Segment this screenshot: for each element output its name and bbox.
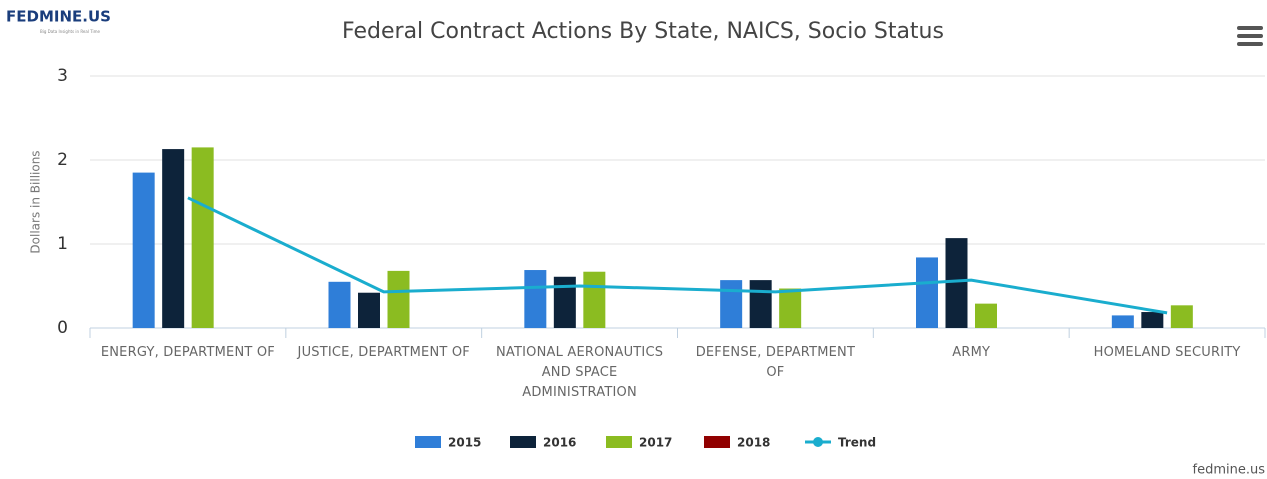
x-tick-label: HOMELAND SECURITY: [1093, 345, 1241, 360]
bar: [162, 149, 185, 328]
bar: [779, 288, 802, 328]
x-tick-label: DEFENSE, DEPARTMENT OF: [695, 345, 856, 380]
x-tick-label: NATIONAL AERONAUTICS AND SPACE ADMINISTR…: [495, 345, 664, 400]
y-tick-label: 2: [57, 150, 68, 170]
legend-swatch: [704, 436, 730, 448]
y-axis-title: Dollars in Billions: [29, 150, 43, 253]
legend-swatch: [510, 436, 536, 448]
bar: [945, 238, 968, 328]
bar: [553, 276, 576, 328]
logo-tagline: Big Data Insights in Real Time: [40, 29, 101, 34]
trend-line: [187, 196, 1168, 315]
bar: [583, 271, 606, 328]
y-tick-label: 1: [57, 234, 68, 254]
logo: FEDMINE.US: [6, 8, 111, 26]
credit: fedmine.us: [1193, 463, 1266, 478]
y-tick-label: 0: [57, 318, 68, 338]
legend-label: 2018: [737, 436, 770, 450]
legend-swatch: [606, 436, 632, 448]
bar: [358, 292, 380, 328]
bar: [720, 280, 743, 328]
menu-icon[interactable]: [1237, 26, 1263, 46]
bar: [328, 281, 351, 328]
bar: [191, 147, 214, 328]
bar: [975, 303, 997, 328]
legend-swatch: [415, 436, 441, 448]
bar: [916, 257, 938, 328]
legend-label: Trend: [838, 436, 876, 450]
bar: [1111, 315, 1134, 328]
x-tick-label: ARMY: [952, 345, 991, 360]
x-tick-label: JUSTICE, DEPARTMENT OF: [297, 345, 470, 360]
bar: [387, 270, 410, 328]
legend-label: 2016: [543, 436, 576, 450]
legend-swatch: [813, 437, 823, 447]
legend-label: 2017: [639, 436, 672, 450]
bar: [524, 270, 547, 328]
legend-label: 2015: [448, 436, 481, 450]
bar: [1141, 312, 1164, 328]
x-tick-label: ENERGY, DEPARTMENT OF: [100, 345, 275, 360]
bar: [1170, 305, 1193, 328]
chart-title: Federal Contract Actions By State, NAICS…: [342, 19, 944, 44]
bar: [132, 172, 155, 328]
bar: [749, 280, 772, 328]
y-tick-label: 3: [57, 66, 68, 86]
